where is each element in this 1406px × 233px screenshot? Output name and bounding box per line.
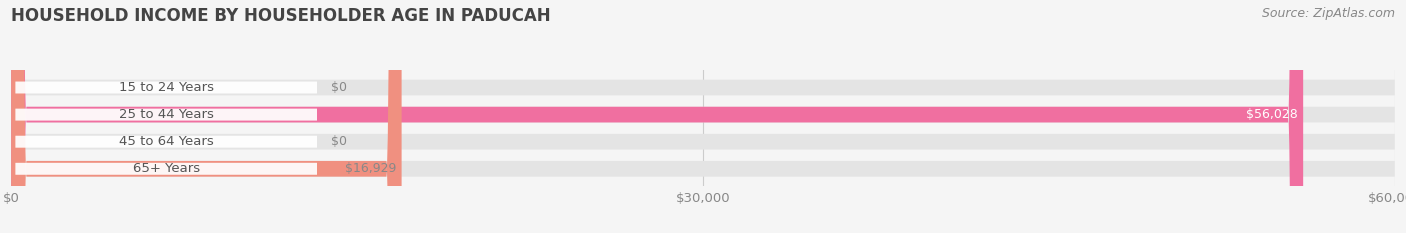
FancyBboxPatch shape (11, 80, 1395, 95)
Text: 65+ Years: 65+ Years (132, 162, 200, 175)
FancyBboxPatch shape (11, 134, 1395, 150)
Text: Source: ZipAtlas.com: Source: ZipAtlas.com (1261, 7, 1395, 20)
FancyBboxPatch shape (11, 0, 1303, 233)
FancyBboxPatch shape (15, 109, 316, 120)
FancyBboxPatch shape (11, 107, 1395, 123)
Text: 15 to 24 Years: 15 to 24 Years (118, 81, 214, 94)
Text: $0: $0 (330, 135, 347, 148)
Text: 45 to 64 Years: 45 to 64 Years (120, 135, 214, 148)
FancyBboxPatch shape (11, 0, 402, 233)
FancyBboxPatch shape (11, 161, 1395, 177)
FancyBboxPatch shape (15, 82, 316, 93)
FancyBboxPatch shape (15, 163, 316, 175)
Text: $0: $0 (330, 81, 347, 94)
Text: 25 to 44 Years: 25 to 44 Years (118, 108, 214, 121)
Text: $16,929: $16,929 (344, 162, 396, 175)
Text: $56,028: $56,028 (1246, 108, 1298, 121)
FancyBboxPatch shape (15, 136, 316, 148)
Text: HOUSEHOLD INCOME BY HOUSEHOLDER AGE IN PADUCAH: HOUSEHOLD INCOME BY HOUSEHOLDER AGE IN P… (11, 7, 551, 25)
